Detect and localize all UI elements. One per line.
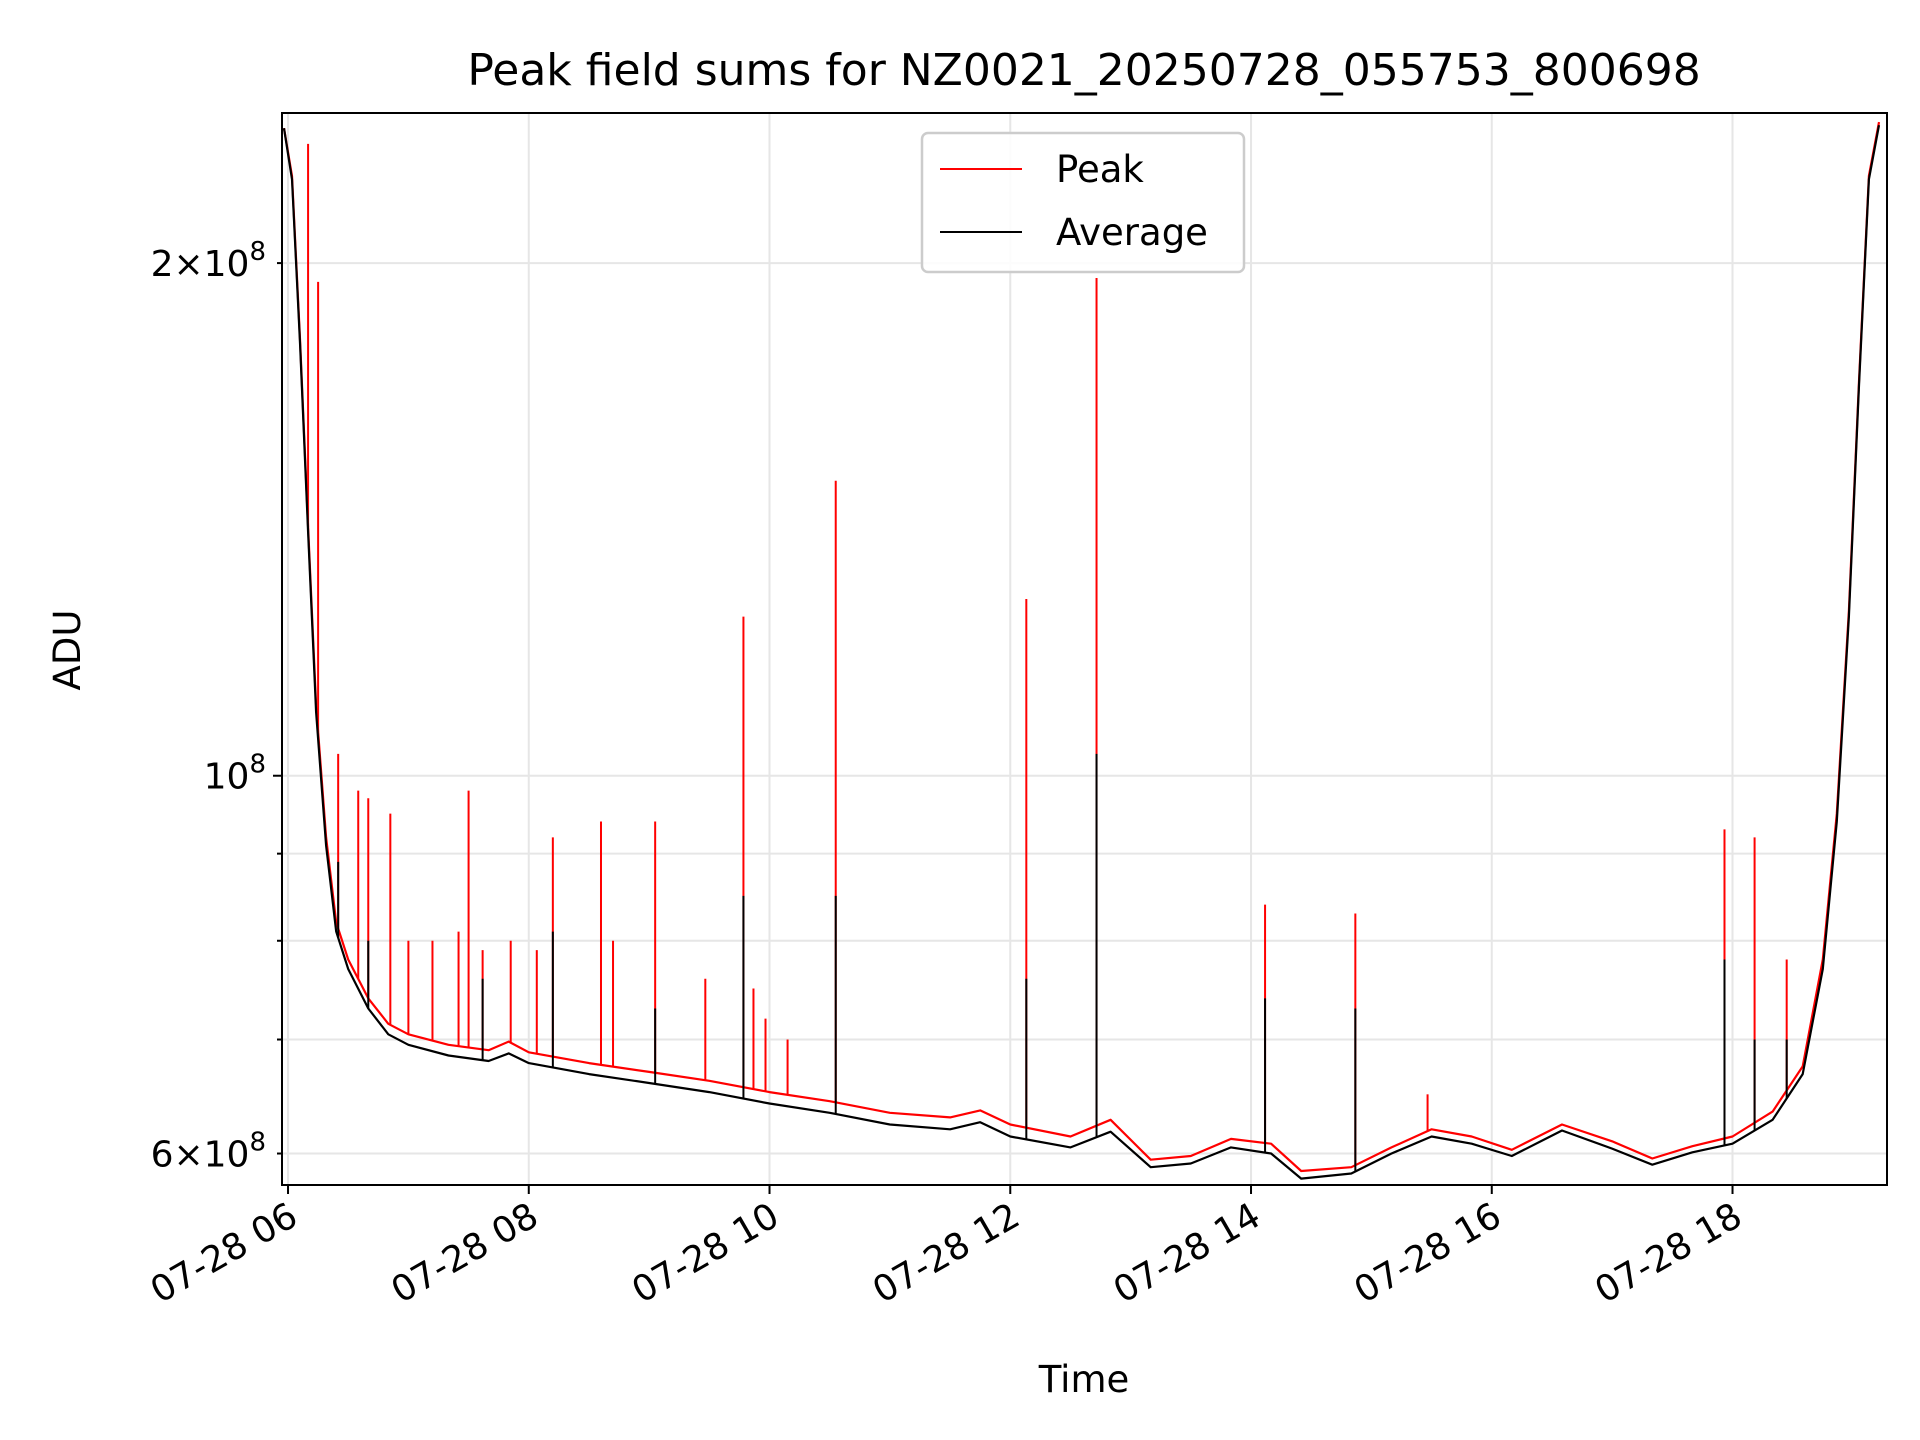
x-axis: 07-28 06 07-28 08 07-28 10 07-28 12 07-28 14…: [144, 1185, 1749, 1312]
x-tick-label: 07-28 06: [144, 1195, 305, 1311]
plot-frame: [281, 112, 1888, 1186]
x-tick-label: 07-28 12: [866, 1195, 1027, 1311]
series-average: [282, 124, 1881, 1180]
x-tick-label: 07-28 14: [1107, 1195, 1268, 1311]
y-tick-label: 2×108: [151, 237, 266, 285]
series-line-peak: [282, 121, 1881, 1173]
legend-label-average: Average: [1056, 211, 1208, 254]
grid-lines: [282, 113, 1887, 1185]
legend: Peak Average: [920, 131, 1246, 274]
x-axis-label: Time: [1038, 1358, 1130, 1401]
x-tick-label: 07-28 10: [625, 1195, 786, 1311]
legend-label-peak: Peak: [1056, 148, 1144, 191]
x-tick-label: 07-28 16: [1348, 1195, 1509, 1311]
chart-title: Peak field sums for NZ0021_20250728_0557…: [467, 45, 1700, 96]
x-tick-label: 07-28 08: [385, 1195, 546, 1311]
series-line-average: [282, 124, 1881, 1180]
x-tick-label: 07-28 18: [1588, 1195, 1749, 1311]
series-layer: [282, 121, 1881, 1180]
y-axis-label: ADU: [46, 610, 89, 691]
series-peak: [282, 121, 1881, 1173]
y-axis: 108 6×108 2×108: [151, 237, 282, 1176]
y-tick-label: 6×108: [151, 1128, 266, 1176]
y-tick-label: 108: [204, 750, 266, 798]
legend-box: [920, 131, 1246, 274]
